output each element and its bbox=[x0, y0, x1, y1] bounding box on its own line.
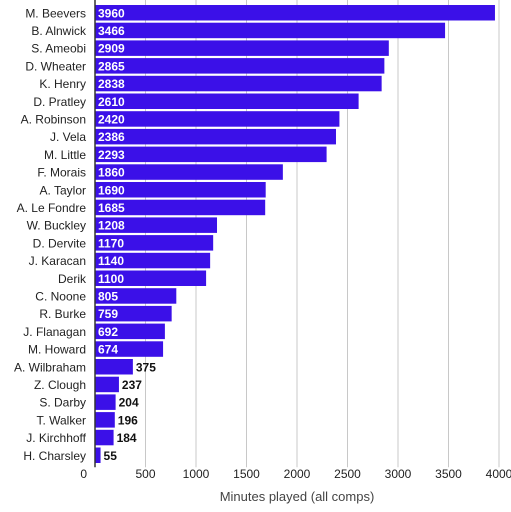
data-label: 375 bbox=[136, 360, 156, 374]
bar bbox=[95, 217, 218, 233]
data-label: 2293 bbox=[98, 148, 125, 162]
data-label: 2420 bbox=[98, 112, 125, 126]
category-label: A. Wilbraham bbox=[14, 360, 86, 374]
x-axis-title: Minutes played (all comps) bbox=[220, 489, 375, 504]
x-tick-labels: 0 500 1000 1500 2000 2500 3000 3500 4000 bbox=[80, 467, 511, 481]
data-label: 3960 bbox=[98, 6, 125, 20]
data-label: 2865 bbox=[98, 59, 125, 73]
data-label: 184 bbox=[117, 431, 137, 445]
category-label: T. Walker bbox=[36, 413, 86, 427]
bar bbox=[95, 341, 164, 357]
x-tick-label: 500 bbox=[135, 467, 155, 481]
data-label: 196 bbox=[118, 413, 138, 427]
category-label: J. Kirchhoff bbox=[26, 431, 86, 445]
bar bbox=[95, 93, 359, 109]
data-label: 55 bbox=[104, 449, 118, 463]
data-label: 759 bbox=[98, 307, 118, 321]
data-label: 692 bbox=[98, 325, 118, 339]
category-label: R. Burke bbox=[39, 307, 86, 321]
bar bbox=[95, 376, 119, 393]
category-label: Z. Clough bbox=[34, 378, 86, 392]
x-tick-label: 4000 bbox=[486, 467, 511, 481]
bar bbox=[95, 164, 283, 180]
data-label: 674 bbox=[98, 343, 118, 357]
bar bbox=[95, 359, 133, 375]
bar bbox=[95, 305, 172, 322]
bar bbox=[95, 22, 446, 39]
category-label: M. Howard bbox=[28, 343, 86, 357]
bar bbox=[95, 75, 382, 92]
bar bbox=[95, 447, 101, 463]
data-label: 204 bbox=[119, 396, 139, 410]
bar bbox=[95, 323, 165, 340]
data-label: 2386 bbox=[98, 130, 125, 144]
x-tick-label: 0 bbox=[80, 467, 87, 481]
category-label: M. Little bbox=[44, 148, 86, 162]
bar bbox=[95, 40, 389, 56]
category-label: J. Flanagan bbox=[23, 325, 86, 339]
category-label: B. Alnwick bbox=[31, 24, 87, 38]
category-label: C. Noone bbox=[35, 289, 86, 303]
bar bbox=[95, 128, 336, 145]
bar bbox=[95, 182, 266, 198]
data-label: 2838 bbox=[98, 77, 125, 91]
category-label: D. Dervite bbox=[33, 236, 87, 250]
bar bbox=[95, 412, 115, 428]
bar bbox=[95, 394, 116, 410]
bar bbox=[95, 288, 177, 304]
data-label: 1140 bbox=[98, 254, 124, 268]
category-label: Derik bbox=[58, 272, 87, 286]
bar bbox=[95, 252, 211, 269]
data-label: 2909 bbox=[98, 42, 125, 56]
x-tick-label: 1500 bbox=[233, 467, 260, 481]
data-label: 1690 bbox=[98, 183, 125, 197]
data-label: 805 bbox=[98, 289, 118, 303]
data-label: 2610 bbox=[98, 95, 125, 109]
category-labels: M. Beevers B. Alnwick S. Ameobi D. Wheater K… bbox=[14, 6, 87, 463]
category-label: D. Wheater bbox=[25, 59, 86, 73]
bar bbox=[95, 270, 207, 286]
category-label: A. Le Fondre bbox=[17, 201, 87, 215]
category-label: A. Taylor bbox=[40, 183, 86, 197]
data-label: 1100 bbox=[98, 272, 124, 286]
bars: 3960 3466 2909 2865 2838 2610 2420 2386 2293 1860… bbox=[95, 5, 495, 463]
data-label: 1860 bbox=[98, 166, 125, 180]
x-tick-label: 2500 bbox=[334, 467, 361, 481]
category-label: S. Darby bbox=[39, 396, 86, 410]
category-label: W. Buckley bbox=[27, 219, 86, 233]
x-tick-label: 3000 bbox=[385, 467, 412, 481]
data-label: 1208 bbox=[98, 219, 125, 233]
category-label: S. Ameobi bbox=[31, 42, 86, 56]
category-label: H. Charsley bbox=[23, 449, 86, 463]
x-tick-label: 1000 bbox=[183, 467, 210, 481]
data-label: 1685 bbox=[98, 201, 125, 215]
data-label: 1170 bbox=[98, 236, 124, 250]
x-tick-label: 2000 bbox=[284, 467, 311, 481]
data-label: 237 bbox=[122, 378, 142, 392]
category-label: J. Karacan bbox=[29, 254, 86, 268]
category-label: A. Robinson bbox=[21, 112, 86, 126]
bar bbox=[95, 146, 327, 163]
category-label: J. Vela bbox=[50, 130, 86, 144]
bar bbox=[95, 58, 385, 74]
bar bbox=[95, 5, 495, 21]
bar bbox=[95, 111, 340, 127]
data-label: 3466 bbox=[98, 24, 125, 38]
bar bbox=[95, 429, 114, 446]
category-label: M. Beevers bbox=[25, 6, 86, 20]
category-label: D. Pratley bbox=[33, 95, 86, 109]
category-label: K. Henry bbox=[39, 77, 86, 91]
category-label: F. Morais bbox=[37, 166, 86, 180]
bar bbox=[95, 235, 214, 251]
x-tick-label: 3500 bbox=[435, 467, 462, 481]
bar bbox=[95, 199, 266, 216]
